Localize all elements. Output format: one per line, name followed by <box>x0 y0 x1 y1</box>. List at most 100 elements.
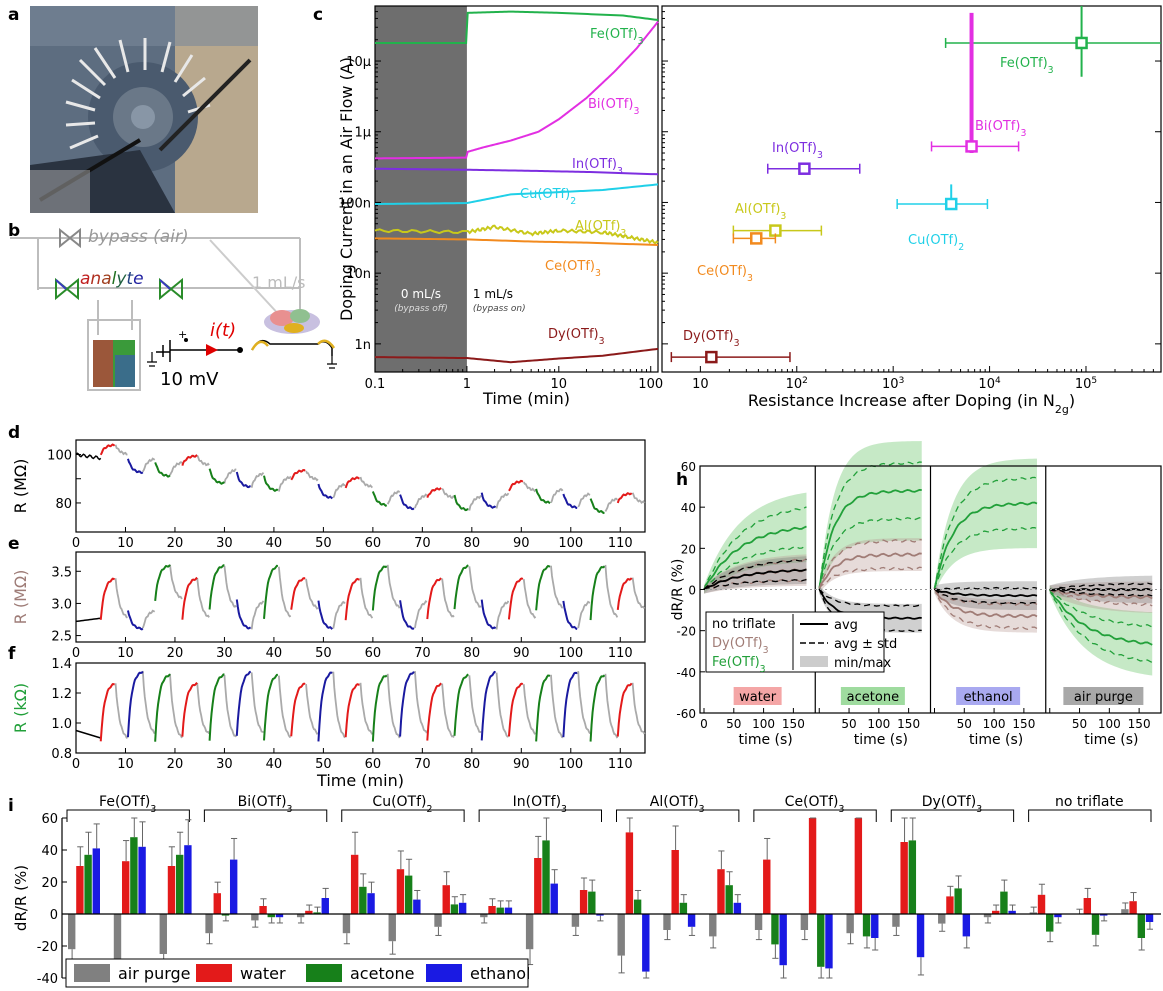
purge-trace <box>333 602 345 628</box>
solvent-trace <box>182 455 197 465</box>
x-tick-label: 10 <box>117 757 134 772</box>
solvent-trace <box>210 469 225 484</box>
bar-1-0-1 <box>214 893 221 914</box>
vial-tubes <box>98 300 132 335</box>
chart-f: 0.8 1.0 1.2 1.4 0 10 20 30 40 50 60 70 80 90 100 110 R (… <box>11 657 645 790</box>
bar-6-0-2 <box>909 840 916 914</box>
bar-5-1-2 <box>817 914 824 967</box>
solvent-trace <box>563 494 577 508</box>
purge-trace <box>524 684 536 733</box>
bar-7-1-2 <box>1092 914 1099 935</box>
y-tick-label-2: 100 <box>47 449 72 464</box>
solvent-trace <box>210 565 225 609</box>
legend-label-3: ethanol <box>470 964 530 983</box>
purge-trace <box>279 676 291 737</box>
legend-label-2: acetone <box>350 964 415 983</box>
bar-4-2-0 <box>709 914 716 936</box>
solvent-trace <box>101 579 115 620</box>
solvent-trace <box>427 683 441 740</box>
xlabel: time (s) <box>969 732 1023 748</box>
purge-trace <box>170 674 182 738</box>
purge-trace <box>306 579 318 609</box>
solvent-trace <box>182 578 197 620</box>
x-tick-label: 100 <box>1098 717 1121 731</box>
bar-2-2-3 <box>459 903 466 914</box>
x-tick-label: 100 <box>558 757 583 772</box>
purge-trace <box>252 601 264 629</box>
x-tick-label: 30 <box>216 536 233 551</box>
node-dot <box>237 347 243 353</box>
solvent-trace <box>182 683 197 737</box>
point-label-0: Fe(OTf)3 <box>1000 56 1054 76</box>
bar-7-2-3 <box>1146 914 1153 922</box>
bar-1-0-0 <box>205 914 212 933</box>
solvent-trace <box>318 673 332 742</box>
solvent-trace <box>291 470 305 480</box>
bar-2-2-0 <box>434 914 441 927</box>
bar-4-2-1 <box>717 869 724 914</box>
x-tick-label: 50 <box>957 717 972 731</box>
x-tick-label: 100 <box>867 717 890 731</box>
solvent-trace <box>536 676 550 742</box>
purge-trace <box>442 684 454 738</box>
purge-trace <box>197 578 209 617</box>
legend-minmax-swatch <box>800 656 828 667</box>
purge-trace <box>633 683 645 734</box>
y-tick-label-3: 1μ <box>354 126 371 141</box>
data-point-1 <box>967 141 977 151</box>
x-tick-label: 10 <box>117 646 134 661</box>
xlabel: time (s) <box>854 732 908 748</box>
solvent-trace <box>400 672 414 737</box>
bar-3-0-3 <box>505 908 512 914</box>
x-tick-label: 60 <box>365 536 382 551</box>
x-tick-label: 100 <box>558 536 583 551</box>
bar-2-2-2 <box>451 904 458 914</box>
solvent-trace <box>482 600 496 629</box>
group-bracket <box>67 810 189 822</box>
y-tick-label-1: -20 <box>37 940 58 955</box>
solvent-trace <box>237 600 251 629</box>
chart-c: 0 mL/s (bypass off) 1 mL/s (bypass on) 1n 10n… <box>337 6 1161 416</box>
group-bracket <box>342 810 464 822</box>
legend-swatch-1 <box>196 964 232 982</box>
shade-sublabel: (bypass off) <box>394 304 448 314</box>
segment-label-0: water <box>739 690 777 705</box>
x-tick-label: 10 <box>117 536 134 551</box>
bar-7-0-2 <box>1046 914 1053 932</box>
solvent-trace <box>318 484 332 498</box>
bar-0-2-2 <box>176 855 183 914</box>
point-label-6: Dy(OTf)3 <box>683 329 740 349</box>
purge-trace <box>224 675 236 737</box>
chart-h: 0 50 100 150time (s)water50 100 150time (s)ac… <box>670 441 1161 748</box>
bar-3-1-1 <box>534 858 541 914</box>
solvent-trace <box>155 674 170 742</box>
bar-6-0-3 <box>917 914 924 957</box>
panel-letter-e: e <box>8 534 20 554</box>
bar-5-0-0 <box>755 914 762 930</box>
x-tick-label: 0 <box>700 717 708 731</box>
solvent-trace <box>264 476 278 491</box>
sensor-dot-green <box>290 309 310 323</box>
purge-trace <box>333 672 345 738</box>
solvent-trace <box>346 477 360 488</box>
chart-e: 2.5 3.0 3.5 0 10 20 30 40 50 60 70 80 90 100 110 R (MΩ) <box>11 552 645 661</box>
bar-5-0-2 <box>771 914 778 944</box>
bar-7-1-1 <box>1084 898 1091 914</box>
x-tick-label-1: 1 <box>463 377 471 392</box>
bar-0-0-0 <box>68 914 75 949</box>
bar-2-1-0 <box>389 914 396 941</box>
bar-5-0-3 <box>779 914 786 965</box>
x-tick-label: 20 <box>167 536 184 551</box>
bar-1-2-3 <box>322 898 329 914</box>
data-point-5 <box>751 233 761 243</box>
series-label-5: Ce(OTf)3 <box>545 259 601 279</box>
bypass-label: bypass (air) <box>88 227 189 247</box>
axes-frame <box>76 663 645 753</box>
bar-0-1-3 <box>138 847 145 914</box>
legend-swatch-3 <box>426 964 462 982</box>
bar-4-2-2 <box>725 885 732 914</box>
y-tick-label-0: 80 <box>55 497 72 512</box>
purge-trace <box>469 675 481 732</box>
bar-7-2-0 <box>1121 909 1128 914</box>
purge-trace <box>551 675 563 738</box>
